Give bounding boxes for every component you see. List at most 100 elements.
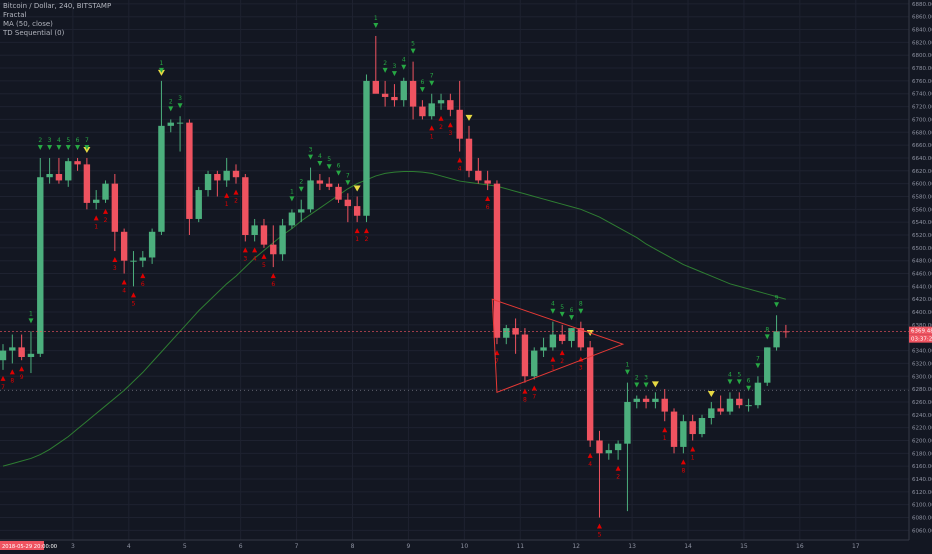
candle-up [633, 398, 640, 402]
td-buy-arrow [587, 452, 593, 458]
td-count-label: 3 [309, 147, 313, 154]
price-tick-label: 6380.00 [912, 323, 932, 329]
time-tick-label: 4 [127, 543, 131, 550]
candles [0, 35, 790, 518]
time-tick-label: 6 [239, 543, 243, 550]
price-tick-label: 6580.00 [912, 194, 932, 200]
time-tick-label: 11 [516, 543, 524, 550]
candle-up [251, 225, 258, 236]
td-sell-arrow [317, 161, 323, 167]
td-count-label: 4 [458, 166, 462, 173]
candle-up [176, 122, 184, 124]
candle-down [409, 80, 417, 107]
candle-up [0, 350, 7, 361]
td-count-label: 1 [626, 362, 630, 369]
price-tick-label: 6660.00 [912, 143, 932, 149]
candle-up [531, 350, 538, 377]
td-buy-arrow [252, 247, 258, 253]
td-sell-arrow [37, 144, 43, 150]
price-axis [909, 0, 932, 540]
td-buy-arrow [615, 465, 621, 471]
crosshair-date-badge [0, 541, 44, 550]
td-count-label: 5 [262, 262, 266, 269]
time-tick-label: 7 [295, 543, 299, 550]
candle-down [83, 164, 91, 203]
td-count-label: 3 [48, 137, 52, 144]
candle-up [139, 257, 146, 261]
candle-down [447, 100, 454, 110]
candle-down [326, 183, 333, 187]
td-count-label: 5 [598, 532, 602, 539]
candle-up [726, 398, 734, 412]
price-tick-label: 6400.00 [912, 310, 932, 316]
td-sell-arrow [429, 80, 435, 86]
candle-down [484, 180, 491, 184]
price-tick-label: 6240.00 [912, 413, 932, 419]
td-sell-arrow [624, 369, 630, 375]
price-tick-label: 6620.00 [912, 169, 932, 175]
candle-down [242, 177, 249, 236]
triangle-drawing [491, 298, 625, 394]
td-count-label: 5 [737, 371, 741, 378]
candle-down [670, 411, 678, 447]
price-tick-label: 6640.00 [912, 156, 932, 162]
td-count-label: 8 [579, 301, 583, 308]
candle-up [428, 103, 435, 117]
td-sell-arrow [774, 302, 780, 308]
candle-up [204, 174, 212, 191]
td-count-label: 7 [756, 355, 760, 362]
candle-up [102, 183, 109, 200]
price-tick-label: 6500.00 [912, 246, 932, 252]
td-count-label: 9 [775, 294, 779, 301]
fractal-marker [465, 114, 473, 121]
td-count-label: 4 [588, 461, 592, 468]
td-sell-arrow [755, 363, 761, 369]
price-tick-label: 6860.00 [912, 15, 932, 21]
price-tick-label: 6280.00 [912, 387, 932, 393]
price-tick-label: 6080.00 [912, 516, 932, 522]
td-count-label: 3 [178, 95, 182, 102]
td-sell-arrow [746, 385, 752, 391]
td-sell-arrow [410, 48, 416, 54]
candle-down [465, 138, 473, 171]
td-buy-arrow [522, 388, 528, 394]
candle-up [605, 450, 612, 454]
price-tick-label: 6880.00 [912, 2, 932, 8]
td-count-label: 1 [691, 454, 695, 461]
candle-up [773, 331, 780, 348]
candle-down [381, 93, 389, 97]
td-sell-arrow [578, 308, 584, 314]
ma-line [2, 170, 787, 467]
last-price-value: 6369.48 [911, 329, 932, 335]
td-buy-arrow [531, 385, 537, 391]
td-buy-arrow [447, 122, 453, 128]
td-buy-arrow [140, 273, 146, 279]
candle-down [353, 206, 361, 216]
td-buy-arrow [429, 125, 435, 131]
td-sell-arrow [28, 318, 34, 324]
td-count-label: 2 [365, 236, 369, 243]
td-count-label: 7 [532, 393, 536, 400]
time-tick-label: 16 [796, 543, 804, 550]
candle-down [577, 328, 585, 348]
td-sell-arrow [764, 334, 770, 340]
td-buy-arrow [19, 366, 25, 372]
candle-up [167, 122, 174, 126]
td-sell-arrow [84, 144, 90, 150]
candle-down [736, 398, 743, 406]
time-axis [0, 540, 932, 550]
candle-up [37, 177, 44, 354]
candle-up [65, 161, 72, 181]
td-count-label: 4 [253, 255, 257, 262]
candle-down [214, 174, 221, 181]
td-count-label: 6 [337, 163, 341, 170]
td-buy-arrow [354, 228, 360, 234]
candle-down [717, 408, 724, 412]
candle-up [158, 125, 165, 232]
chart-legend: Bitcoin / Dollar, 240, BITSTAMP Fractal … [3, 2, 111, 38]
candle-up [148, 231, 156, 258]
candle-down [661, 398, 668, 412]
candle-up [130, 260, 137, 262]
